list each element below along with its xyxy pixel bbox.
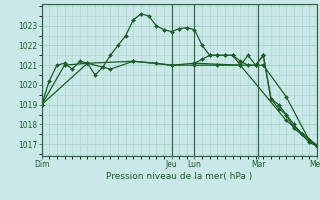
X-axis label: Pression niveau de la mer( hPa ): Pression niveau de la mer( hPa ) xyxy=(106,172,252,181)
